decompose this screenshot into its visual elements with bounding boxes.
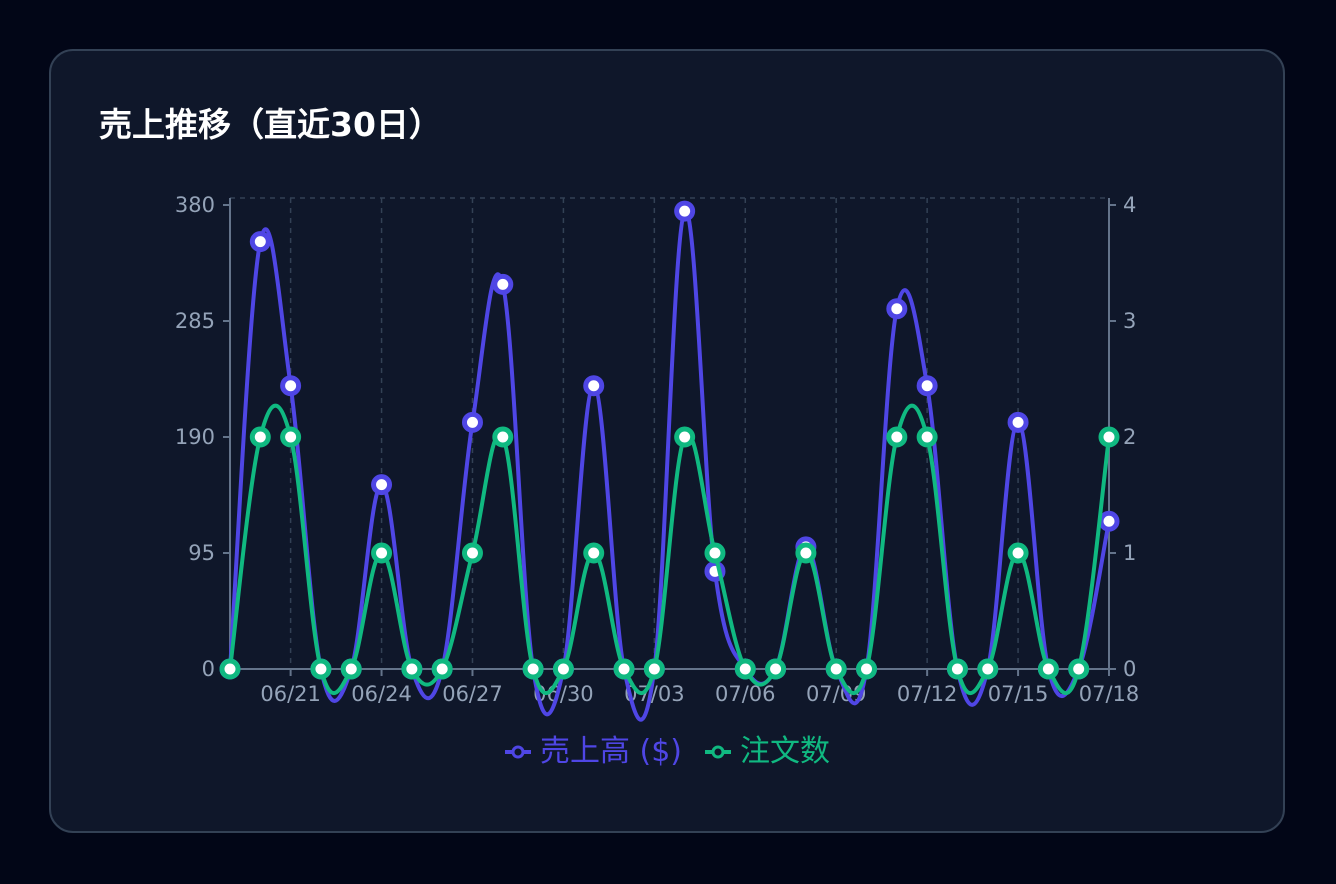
data-point[interactable]	[552, 658, 574, 680]
data-point[interactable]	[1007, 542, 1029, 564]
x-tick-label: 07/06	[715, 682, 776, 706]
data-point[interactable]	[886, 426, 908, 448]
y-left-tick-label: 285	[175, 309, 215, 333]
data-point[interactable]	[219, 658, 241, 680]
x-tick-label: 07/15	[988, 682, 1049, 706]
data-point[interactable]	[280, 375, 302, 397]
x-tick-label: 06/21	[260, 682, 321, 706]
data-point[interactable]	[674, 200, 696, 222]
y-right-tick-label: 3	[1123, 309, 1136, 333]
data-point[interactable]	[643, 658, 665, 680]
axes: 0 95 190 285 380 0 1 2 3 4 06/21 06/24 06/27 06/30 07/…	[175, 193, 1139, 706]
data-point[interactable]	[856, 658, 878, 680]
x-tick-label: 06/27	[442, 682, 503, 706]
data-point[interactable]	[583, 375, 605, 397]
data-point[interactable]	[492, 273, 514, 295]
data-point[interactable]	[1068, 658, 1090, 680]
y-left-tick-label: 380	[175, 193, 215, 217]
data-point[interactable]	[795, 542, 817, 564]
sales-trend-chart: 0 95 190 285 380 0 1 2 3 4 06/21 06/24 06/27 06/30 07/…	[175, 193, 1139, 722]
y-left-tick-label: 0	[202, 657, 215, 681]
data-point[interactable]	[704, 542, 726, 564]
data-point[interactable]	[249, 231, 271, 253]
data-point[interactable]	[249, 426, 271, 448]
data-point[interactable]	[1098, 426, 1120, 448]
x-tick-label: 07/12	[897, 682, 958, 706]
data-point[interactable]	[916, 375, 938, 397]
data-point[interactable]	[1007, 411, 1029, 433]
y-right-tick-label: 4	[1123, 193, 1136, 217]
data-point[interactable]	[371, 542, 393, 564]
data-point[interactable]	[886, 298, 908, 320]
data-point[interactable]	[401, 658, 423, 680]
x-tick-label: 07/18	[1079, 682, 1140, 706]
y-left-tick-label: 190	[175, 425, 215, 449]
data-point[interactable]	[1037, 658, 1059, 680]
data-point[interactable]	[522, 658, 544, 680]
data-point[interactable]	[371, 474, 393, 496]
data-point[interactable]	[946, 658, 968, 680]
data-point[interactable]	[461, 542, 483, 564]
legend-line-marker-icon	[504, 745, 531, 759]
data-point[interactable]	[431, 658, 453, 680]
data-point[interactable]	[674, 426, 696, 448]
sales-series-line	[228, 208, 1111, 722]
data-point[interactable]	[492, 426, 514, 448]
y-right-tick-label: 1	[1123, 541, 1136, 565]
data-point[interactable]	[734, 658, 756, 680]
x-tick-label: 06/30	[533, 682, 594, 706]
y-left-tick-label: 95	[188, 541, 215, 565]
data-point[interactable]	[825, 658, 847, 680]
card-title: 売上推移（直近30日）	[99, 105, 442, 144]
grid	[230, 197, 1109, 669]
chart-legend: 売上高 ($) 注文数	[51, 732, 1283, 772]
data-point[interactable]	[1098, 510, 1120, 532]
series	[219, 200, 1120, 722]
legend-item-sales-series[interactable]: 売上高 ($)	[504, 732, 682, 772]
legend-label: 売上高 ($)	[539, 734, 683, 769]
data-point[interactable]	[583, 542, 605, 564]
data-point[interactable]	[340, 658, 362, 680]
data-point[interactable]	[916, 426, 938, 448]
sales-trend-card: 売上推移（直近30日） 0 95 190 285 380 0 1 2 3 4 06/21 06/24 0…	[49, 49, 1285, 833]
data-point[interactable]	[977, 658, 999, 680]
orders-series	[219, 403, 1120, 696]
legend-line-marker-icon	[705, 745, 732, 759]
data-point[interactable]	[280, 426, 302, 448]
data-point[interactable]	[613, 658, 635, 680]
data-point[interactable]	[461, 411, 483, 433]
legend-item-orders-series[interactable]: 注文数	[704, 732, 830, 772]
sales-series	[219, 200, 1120, 722]
data-point[interactable]	[310, 658, 332, 680]
x-tick-label: 06/24	[351, 682, 412, 706]
legend-label: 注文数	[740, 734, 831, 769]
y-right-tick-label: 0	[1123, 657, 1136, 681]
data-point[interactable]	[765, 658, 787, 680]
y-right-tick-label: 2	[1123, 425, 1136, 449]
